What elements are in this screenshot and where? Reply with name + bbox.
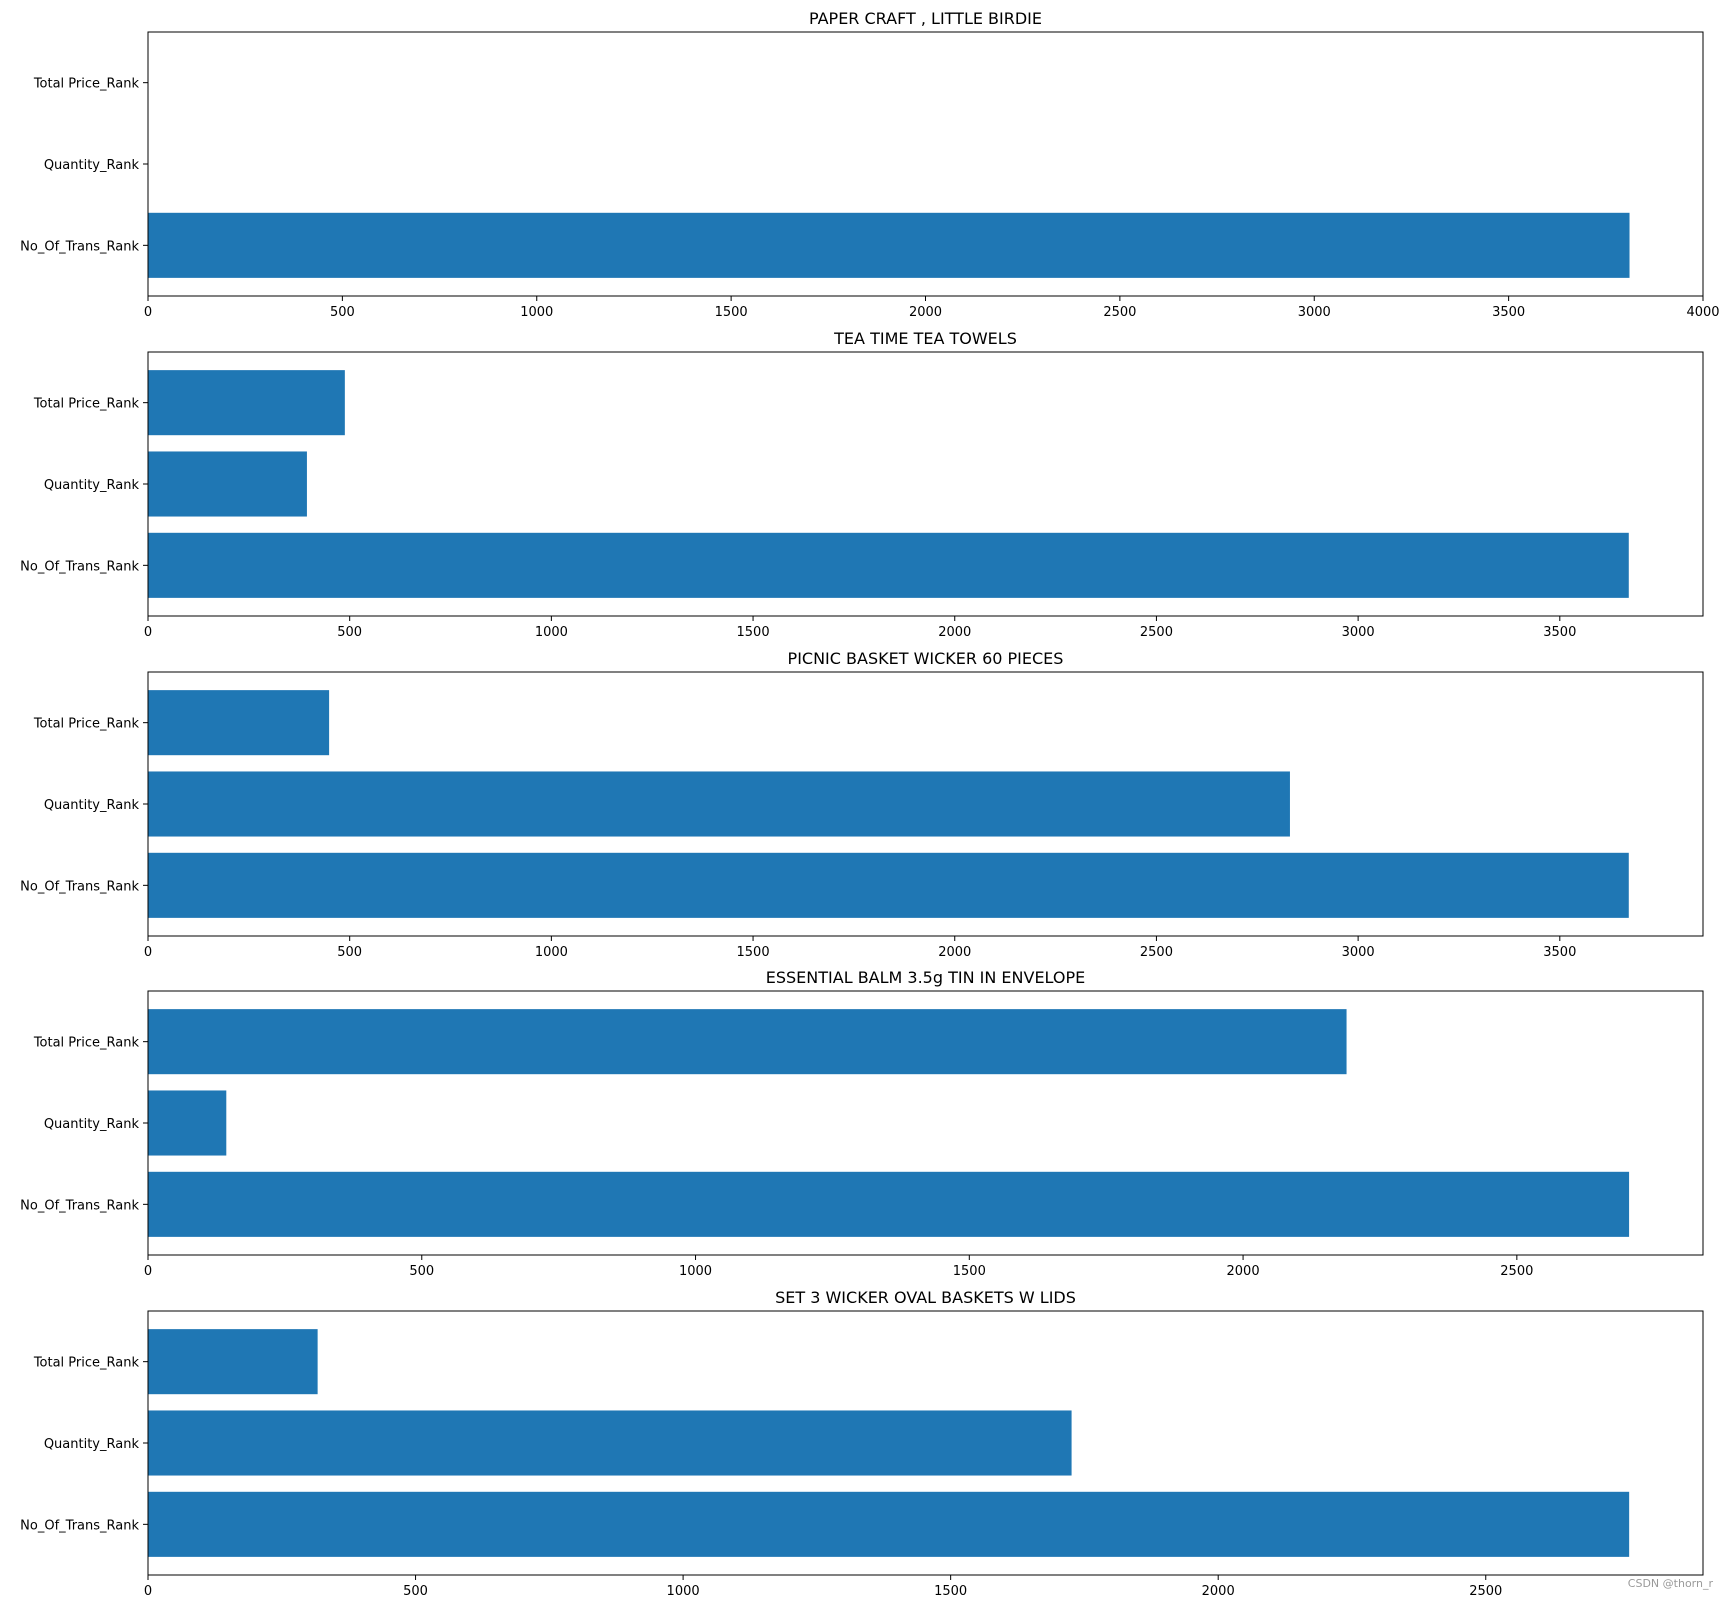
x-tick-label: 1500 [737,945,770,960]
bar-total-price-rank [148,1009,1347,1075]
x-tick-label: 500 [403,1584,428,1599]
axes-frame [147,351,1704,617]
x-tick-label: 1500 [737,625,770,640]
y-tick-label: Total Price_Rank [33,717,140,732]
subplot-title: TEA TIME TEA TOWELS [833,329,1017,348]
x-tick-label: 0 [144,1584,152,1599]
y-tick-label: No_Of_Trans_Rank [20,1198,139,1213]
x-tick-label: 500 [330,305,355,320]
x-tick-label: 500 [409,1264,434,1279]
bar-quantity-rank [148,451,307,517]
x-tick-label: 2000 [938,945,971,960]
axes-frame [147,671,1704,937]
subplot-4: No_Of_Trans_Rank Quantity_Rank Total Price… [20,968,1704,1279]
x-tick-label: 2000 [1227,1264,1260,1279]
x-tick-label: 1500 [934,1584,967,1599]
watermark: CSDN @thorn_r [1627,1577,1713,1590]
subplot-title: PAPER CRAFT , LITTLE BIRDIE [809,9,1042,28]
x-tick-label: 500 [337,625,362,640]
bar-no-of-trans-rank [148,852,1629,918]
y-tick-label: Quantity_Rank [44,1117,140,1132]
x-tick-label: 1000 [535,625,568,640]
bar-no-of-trans-rank [148,212,1630,278]
x-tick-label: 2500 [1140,625,1173,640]
y-tick-label: Total Price_Rank [33,397,140,412]
subplot-3: No_Of_Trans_Rank Quantity_Rank Total Price… [20,649,1704,960]
bar-total-price-rank [148,690,330,756]
x-tick-label: 1000 [535,945,568,960]
subplot-title: ESSENTIAL BALM 3.5g TIN IN ENVELOPE [766,968,1086,987]
bar-quantity-rank [148,771,1290,837]
axes-frame [147,1310,1704,1576]
subplot-title: PICNIC BASKET WICKER 60 PIECES [788,649,1064,668]
y-tick-label: No_Of_Trans_Rank [20,879,139,894]
x-tick-label: 500 [337,945,362,960]
y-tick-label: No_Of_Trans_Rank [20,559,139,574]
bar-no-of-trans-rank [148,1491,1630,1557]
x-tick-label: 0 [144,1264,152,1279]
subplot-title: SET 3 WICKER OVAL BASKETS W LIDS [775,1288,1076,1307]
x-tick-label: 2000 [1202,1584,1235,1599]
bar-total-price-rank [148,370,345,436]
x-tick-label: 4000 [1686,305,1719,320]
x-tick-label: 3000 [1342,945,1375,960]
bar-no-of-trans-rank [148,1171,1630,1237]
x-tick-label: 3500 [1543,945,1576,960]
subplot-2: No_Of_Trans_Rank Quantity_Rank Total Price… [20,329,1704,640]
subplot-1: No_Of_Trans_Rank Quantity_Rank Total Price… [20,9,1719,320]
y-tick-label: Quantity_Rank [44,1437,140,1452]
axes-frame [147,990,1704,1256]
y-tick-label: Total Price_Rank [33,1356,140,1371]
x-tick-label: 2000 [938,625,971,640]
y-tick-label: Total Price_Rank [33,77,140,92]
bar-quantity-rank [148,1410,1072,1476]
x-tick-label: 3000 [1298,305,1331,320]
x-tick-label: 2500 [1140,945,1173,960]
y-tick-label: Total Price_Rank [33,1036,140,1051]
x-tick-label: 1500 [953,1264,986,1279]
y-tick-label: Quantity_Rank [44,158,140,173]
x-tick-label: 0 [144,945,152,960]
x-tick-label: 2500 [1103,305,1136,320]
x-tick-label: 0 [144,625,152,640]
y-tick-label: Quantity_Rank [44,798,140,813]
x-tick-label: 1500 [715,305,748,320]
x-tick-label: 2500 [1469,1584,1502,1599]
bar-no-of-trans-rank [148,532,1629,598]
x-tick-label: 3500 [1492,305,1525,320]
y-tick-label: No_Of_Trans_Rank [20,1518,139,1533]
x-tick-label: 2000 [909,305,942,320]
x-tick-label: 3000 [1342,625,1375,640]
bar-total-price-rank [148,1329,318,1395]
x-tick-label: 3500 [1543,625,1576,640]
subplot-5: No_Of_Trans_Rank Quantity_Rank Total Price… [20,1288,1704,1599]
x-tick-label: 0 [144,305,152,320]
x-tick-label: 2500 [1500,1264,1533,1279]
y-tick-label: No_Of_Trans_Rank [20,239,139,254]
x-tick-label: 1000 [520,305,553,320]
y-tick-label: Quantity_Rank [44,478,140,493]
x-tick-label: 1000 [667,1584,700,1599]
x-tick-label: 1000 [679,1264,712,1279]
bar-quantity-rank [148,1090,227,1156]
